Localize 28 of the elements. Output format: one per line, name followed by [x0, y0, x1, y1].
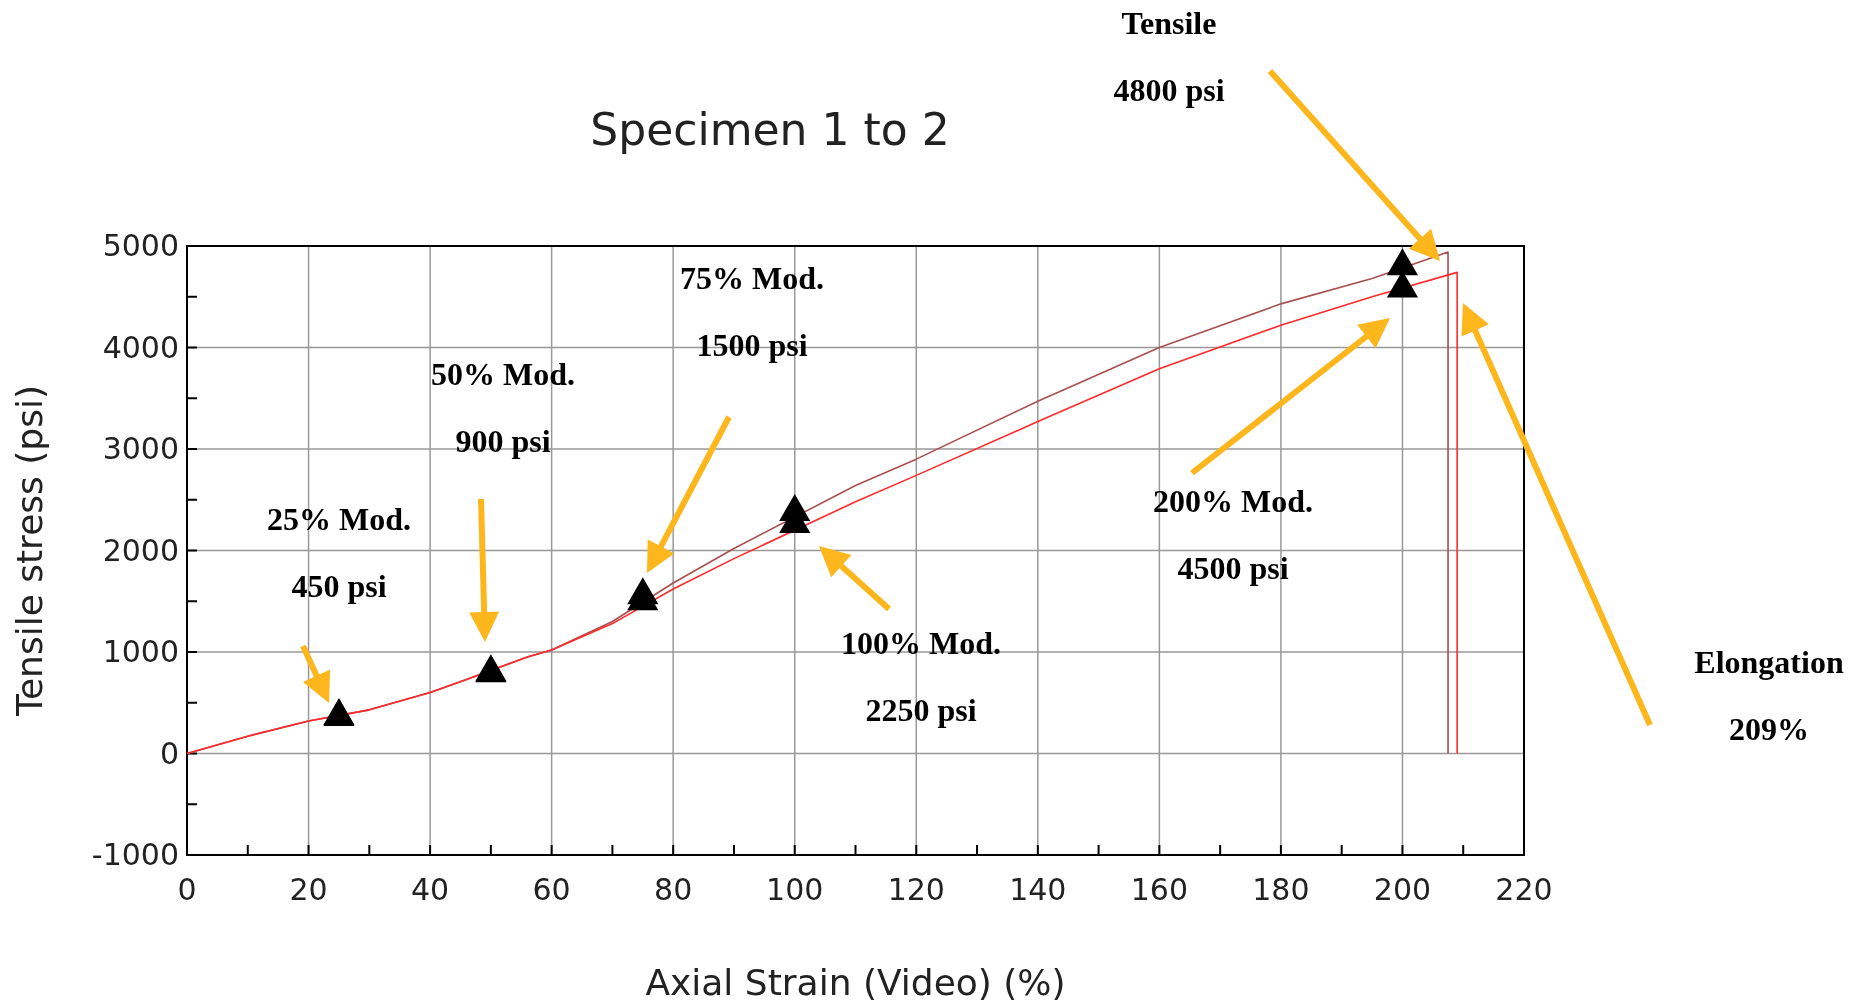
- y-tick-label: 0: [159, 735, 179, 771]
- y-tick-label: 1000: [102, 634, 179, 669]
- x-tick-label: 220: [1495, 872, 1553, 907]
- x-tick-label: 200: [1373, 872, 1432, 907]
- annotation: 25% Mod. 450 psi: [267, 501, 411, 604]
- x-tick-label: 120: [887, 872, 945, 907]
- y-tick-label: -1000: [91, 837, 179, 872]
- annotation: 50% Mod. 900 psi: [431, 356, 575, 459]
- annotation: 75% Mod. 1500 psi: [680, 260, 824, 363]
- x-tick-label: 40: [411, 872, 450, 907]
- x-tick-label: 80: [654, 872, 693, 907]
- y-tick-label: 5000: [102, 228, 179, 263]
- annotation: 100% Mod. 2250 psi: [841, 625, 1001, 728]
- x-tick-label: 160: [1130, 872, 1188, 907]
- x-tick-label: 140: [1009, 872, 1067, 907]
- y-tick-label: 4000: [102, 329, 179, 365]
- text: Elongation 209%: [1694, 644, 1844, 747]
- annotation: 200% Mod. 4500 psi: [1153, 483, 1313, 586]
- x-tick-label: 20: [289, 872, 328, 907]
- x-tick-label: 100: [766, 872, 824, 907]
- text: Tensile 4800 psi: [1113, 5, 1225, 108]
- y-axis-title: Tensile stress (psi): [9, 385, 50, 717]
- x-tick-label: 60: [532, 872, 571, 907]
- x-axis-title: Axial Strain (Video) (%): [645, 962, 1066, 1003]
- chart-title: Specimen 1 to 2: [590, 104, 950, 155]
- y-tick-label: 2000: [102, 532, 179, 568]
- x-tick-label: 180: [1252, 872, 1310, 907]
- y-tick-label: 3000: [102, 431, 179, 466]
